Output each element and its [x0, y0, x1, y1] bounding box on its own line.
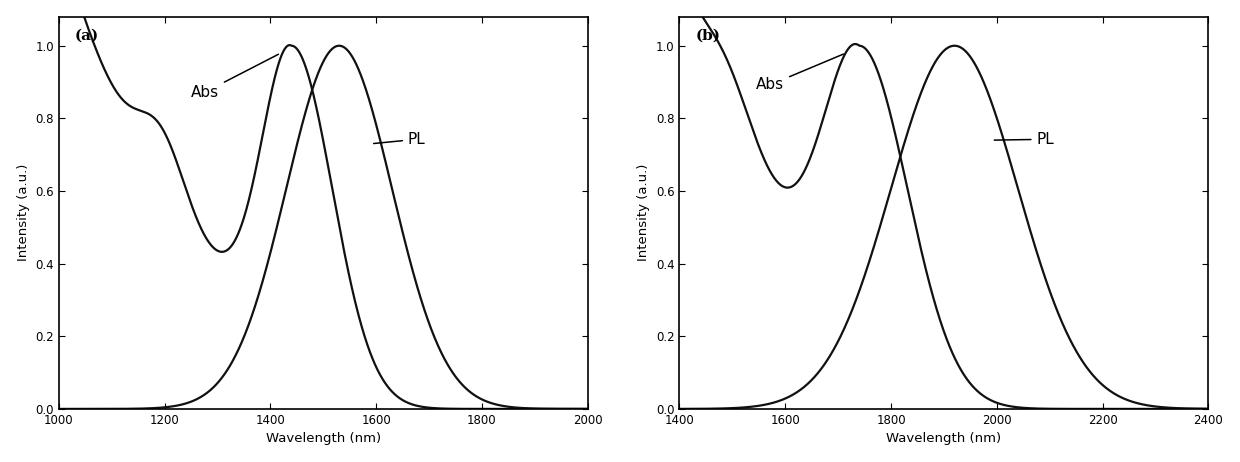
X-axis label: Wavelength (nm): Wavelength (nm)	[887, 432, 1002, 445]
Text: Abs: Abs	[756, 54, 843, 92]
Text: Abs: Abs	[191, 54, 279, 100]
Y-axis label: Intensity (a.u.): Intensity (a.u.)	[637, 164, 650, 261]
Text: (a): (a)	[74, 29, 99, 43]
Text: PL: PL	[373, 132, 425, 147]
X-axis label: Wavelength (nm): Wavelength (nm)	[265, 432, 381, 445]
Text: (b): (b)	[696, 29, 720, 43]
Y-axis label: Intensity (a.u.): Intensity (a.u.)	[16, 164, 30, 261]
Text: PL: PL	[994, 132, 1054, 147]
